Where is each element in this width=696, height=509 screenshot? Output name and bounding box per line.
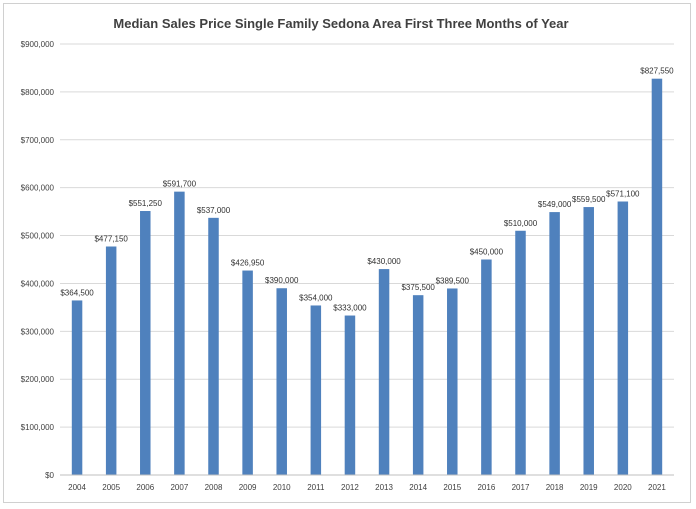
data-label: $827,550 xyxy=(640,67,674,76)
bar xyxy=(140,211,151,475)
bar xyxy=(481,259,492,475)
x-tick-label: 2020 xyxy=(614,483,632,492)
x-tick-label: 2007 xyxy=(170,483,188,492)
x-tick-label: 2015 xyxy=(443,483,461,492)
data-label: $375,500 xyxy=(401,283,435,292)
bar xyxy=(208,217,219,475)
x-tick-label: 2013 xyxy=(375,483,393,492)
y-tick-label: $600,000 xyxy=(21,184,55,193)
bar xyxy=(174,191,185,475)
y-tick-label: $200,000 xyxy=(21,375,55,384)
x-tick-label: 2011 xyxy=(307,483,325,492)
bars xyxy=(71,78,663,476)
data-label: $389,500 xyxy=(436,276,470,285)
data-label: $354,000 xyxy=(299,293,333,302)
x-tick-label: 2018 xyxy=(546,483,564,492)
bar-chart: Median Sales Price Single Family Sedona … xyxy=(21,16,675,492)
x-axis-ticks: 2004 2005 2006 2007 2008 2009 2010 2011 2012 2013… xyxy=(68,483,666,492)
y-tick-label: $800,000 xyxy=(21,88,55,97)
data-label: $450,000 xyxy=(470,248,504,257)
y-tick-label: $700,000 xyxy=(21,136,55,145)
data-label: $571,100 xyxy=(606,190,640,199)
bar xyxy=(378,269,390,475)
data-label: $333,000 xyxy=(333,304,367,313)
bar xyxy=(105,246,117,475)
data-label: $551,250 xyxy=(129,199,163,208)
bar xyxy=(617,201,629,475)
chart-frame: Median Sales Price Single Family Sedona … xyxy=(3,3,691,503)
bar xyxy=(515,230,526,475)
y-tick-label: $0 xyxy=(45,471,54,480)
bar xyxy=(242,270,253,475)
bar xyxy=(276,288,287,475)
x-tick-label: 2012 xyxy=(341,483,359,492)
bar xyxy=(651,78,663,476)
x-tick-label: 2016 xyxy=(477,483,495,492)
data-labels: $364,500 $477,150 $551,250 $591,700 $537,000… xyxy=(60,67,674,313)
x-tick-label: 2004 xyxy=(68,483,86,492)
data-label: $390,000 xyxy=(265,276,299,285)
y-tick-label: $400,000 xyxy=(21,279,55,288)
y-axis-ticks: $0 $100,000 $200,000 $300,000 $400,000 $500,0… xyxy=(21,40,55,480)
y-tick-label: $300,000 xyxy=(21,327,55,336)
x-tick-label: 2009 xyxy=(239,483,257,492)
x-tick-label: 2017 xyxy=(512,483,530,492)
data-label: $537,000 xyxy=(197,206,231,215)
data-label: $430,000 xyxy=(367,257,401,266)
x-tick-label: 2019 xyxy=(580,483,598,492)
x-tick-label: 2006 xyxy=(136,483,154,492)
data-label: $559,500 xyxy=(572,195,606,204)
chart-title: Median Sales Price Single Family Sedona … xyxy=(113,16,568,31)
bar xyxy=(583,207,594,476)
y-tick-label: $900,000 xyxy=(21,40,55,49)
data-label: $549,000 xyxy=(538,200,572,209)
x-tick-label: 2008 xyxy=(205,483,223,492)
data-label: $591,700 xyxy=(163,180,197,189)
bar xyxy=(447,288,458,475)
data-label: $364,500 xyxy=(60,288,94,297)
bar xyxy=(549,212,560,475)
x-tick-label: 2021 xyxy=(648,483,666,492)
y-tick-label: $500,000 xyxy=(21,232,55,241)
x-tick-label: 2010 xyxy=(273,483,291,492)
x-tick-label: 2005 xyxy=(102,483,120,492)
data-label: $477,150 xyxy=(94,234,128,243)
bar xyxy=(344,315,356,475)
bar xyxy=(71,300,83,475)
bar xyxy=(412,295,424,475)
bar xyxy=(310,305,322,475)
y-tick-label: $100,000 xyxy=(21,423,55,432)
data-label: $510,000 xyxy=(504,219,538,228)
gridlines xyxy=(60,43,674,476)
x-tick-label: 2014 xyxy=(409,483,427,492)
data-label: $426,950 xyxy=(231,259,265,268)
